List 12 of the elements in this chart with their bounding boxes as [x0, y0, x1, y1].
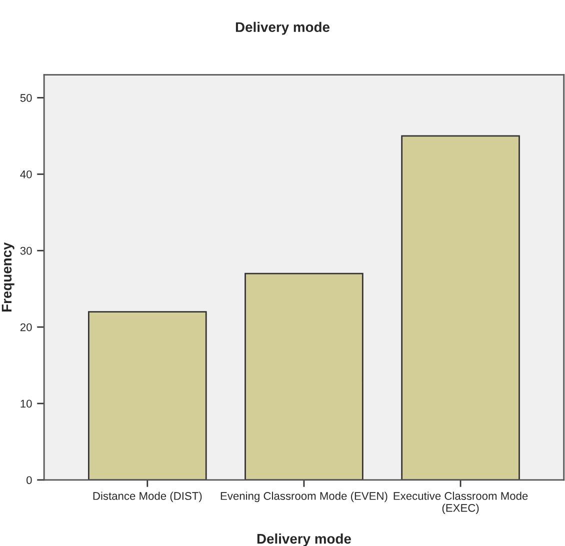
- y-tick-label: 50: [20, 94, 32, 102]
- x-axis-title: Delivery mode: [257, 534, 351, 546]
- x-tick-label: Executive Classroom Mode (EXEC): [394, 492, 528, 514]
- x-tick-label: Evening Classroom Mode (EVEN): [220, 492, 388, 502]
- y-tick-label: 10: [20, 400, 32, 408]
- y-tick-label: 40: [20, 170, 32, 178]
- y-tick-label: 20: [20, 323, 32, 332]
- y-tick-label: 30: [20, 246, 32, 255]
- y-tick-label: 0: [26, 476, 32, 484]
- y-axis-title: Frequency: [2, 242, 14, 312]
- chart-title: Delivery mode: [236, 22, 330, 35]
- x-tick-label: Distance Mode (DIST): [93, 492, 202, 502]
